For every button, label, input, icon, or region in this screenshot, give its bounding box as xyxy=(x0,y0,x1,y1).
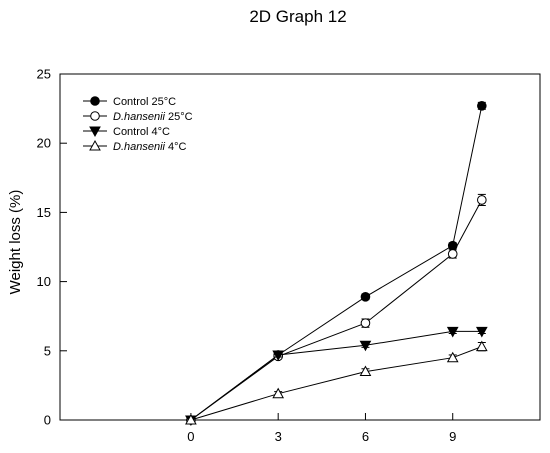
x-tick-label: 9 xyxy=(449,429,456,444)
y-tick-label: 20 xyxy=(37,136,51,151)
y-tick-label: 10 xyxy=(37,274,51,289)
x-tick-label: 6 xyxy=(362,429,369,444)
legend-label-text: 4°C xyxy=(165,141,187,153)
legend-label: Control 25°C xyxy=(113,96,176,108)
x-tick-label: 3 xyxy=(275,429,282,444)
y-tick-label: 25 xyxy=(37,67,51,82)
legend-entry: D.hansenii 4°C xyxy=(83,139,187,153)
legend-label-text: 25°C xyxy=(165,111,193,123)
x-tick-label: 0 xyxy=(187,429,194,444)
series-line xyxy=(190,346,482,421)
legend-entry: Control 4°C xyxy=(83,126,170,138)
series-line xyxy=(190,105,483,421)
y-tick-label: 0 xyxy=(44,413,51,428)
y-tick-label: 5 xyxy=(44,343,51,358)
axes: 0 5 10 15 20 25 0 3 6 9 xyxy=(37,67,541,444)
data-point xyxy=(475,326,488,338)
data-point xyxy=(360,292,371,302)
series-4 xyxy=(185,340,488,425)
data-point xyxy=(446,326,459,338)
data-point xyxy=(272,350,285,361)
y-tick-label: 15 xyxy=(37,205,51,220)
legend-label: Control 4°C xyxy=(113,126,170,138)
legend-marker xyxy=(90,111,100,121)
legend-entry: D.hansenii 25°C xyxy=(83,111,193,123)
series-layer xyxy=(185,101,488,427)
data-point xyxy=(185,413,197,425)
data-point xyxy=(446,351,459,363)
chart-title: 2D Graph 12 xyxy=(249,7,346,26)
legend-label-italic: D.hansenii xyxy=(113,111,166,123)
data-point xyxy=(447,249,458,259)
legend-label-text: Control 4°C xyxy=(113,126,170,138)
legend-marker xyxy=(89,126,101,138)
y-axis-label: Weight loss (%) xyxy=(7,190,24,295)
legend-label-text: Control 25°C xyxy=(113,96,176,108)
data-point xyxy=(475,340,488,352)
legend-label: D.hansenii 4°C xyxy=(113,141,187,153)
series-3 xyxy=(185,326,488,427)
data-point xyxy=(360,318,371,328)
legend-marker xyxy=(90,96,100,106)
data-point xyxy=(359,365,372,377)
plot-frame xyxy=(59,73,541,421)
legend-label-italic: D.hansenii xyxy=(113,141,166,153)
data-point xyxy=(272,387,285,399)
legend-entry: Control 25°C xyxy=(83,96,176,108)
legend-marker xyxy=(89,139,101,151)
data-point xyxy=(477,195,487,205)
data-point xyxy=(477,101,487,111)
legend: Control 25°C D.hansenii 25°C Control 4°C D.… xyxy=(83,96,193,153)
data-point xyxy=(359,340,372,352)
legend-label: D.hansenii 25°C xyxy=(113,111,193,123)
